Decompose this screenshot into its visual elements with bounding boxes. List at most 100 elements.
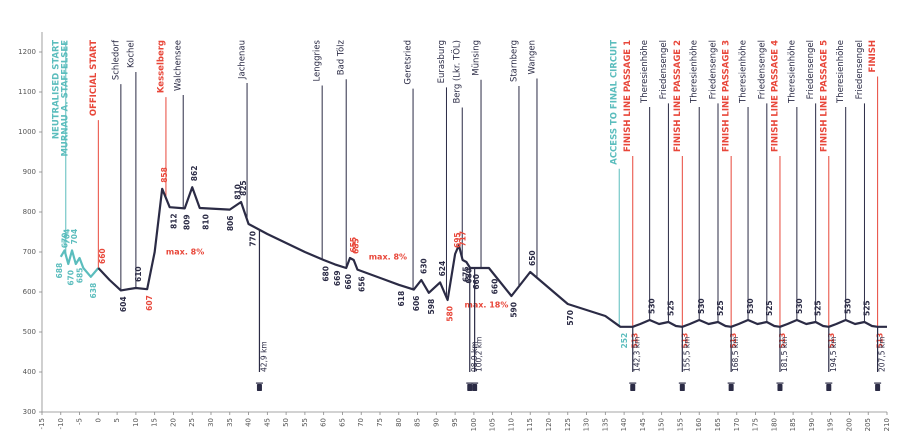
elevation-label: 513 bbox=[778, 333, 787, 349]
place-label: Kochel bbox=[126, 40, 136, 68]
distance-label: 155,5 km bbox=[682, 336, 691, 372]
y-tick-label: 400 bbox=[23, 368, 36, 376]
elevation-label: 810 bbox=[201, 214, 210, 230]
elevation-label: 660 bbox=[472, 274, 481, 290]
x-tick-label: 95 bbox=[451, 418, 459, 427]
elevation-label: 530 bbox=[746, 298, 755, 314]
elevation-label: 570 bbox=[566, 310, 575, 326]
bin-lid bbox=[727, 382, 735, 384]
x-tick-label: 185 bbox=[789, 418, 797, 431]
x-tick-label: 135 bbox=[601, 418, 609, 431]
elevation-label: 685 bbox=[352, 238, 361, 254]
service-icon bbox=[727, 382, 735, 391]
elevation-label: 685 bbox=[75, 268, 84, 284]
x-tick-label: 75 bbox=[376, 418, 384, 427]
x-tick-label: 180 bbox=[770, 418, 778, 431]
place-label: FINISH LINE PASSAGE 4 bbox=[770, 40, 780, 152]
x-tick-label: 210 bbox=[883, 418, 891, 431]
x-tick-label: 170 bbox=[733, 418, 741, 431]
x-tick-label: 105 bbox=[489, 418, 497, 431]
elevation-label: 630 bbox=[419, 258, 428, 274]
service-icon bbox=[874, 382, 882, 391]
place-label: Theresienhöhe bbox=[640, 40, 650, 104]
elevation-label: 638 bbox=[89, 283, 98, 299]
elevation-label: 810 bbox=[233, 184, 242, 200]
service-icon bbox=[678, 382, 686, 391]
elevation-label: 606 bbox=[412, 296, 421, 312]
elevation-label: 513 bbox=[729, 333, 738, 349]
x-tick-label: 110 bbox=[507, 418, 515, 431]
x-tick-label: 155 bbox=[676, 418, 684, 431]
x-tick-label: 190 bbox=[808, 418, 816, 431]
x-tick-label: 195 bbox=[827, 418, 835, 431]
bin-lid bbox=[466, 382, 474, 384]
x-tick-label: 30 bbox=[207, 418, 215, 427]
x-tick-label: -5 bbox=[76, 418, 84, 425]
bin-lid bbox=[874, 382, 882, 384]
profile-line bbox=[97, 186, 887, 328]
elevation-label: 525 bbox=[716, 300, 725, 316]
y-tick-label: 700 bbox=[23, 248, 36, 256]
place-label: Walchensee bbox=[174, 40, 184, 91]
elevation-label: 590 bbox=[509, 302, 518, 318]
y-tick-label: 1100 bbox=[18, 88, 36, 96]
elevation-label: 806 bbox=[226, 216, 235, 232]
x-tick-label: 175 bbox=[752, 418, 760, 431]
place-label: FINISH LINE PASSAGE 1 bbox=[623, 40, 633, 152]
elevation-label: 688 bbox=[55, 263, 64, 279]
x-tick-label: 25 bbox=[188, 418, 196, 427]
elevation-label: 604 bbox=[119, 296, 128, 312]
x-tick-label: 20 bbox=[169, 418, 177, 427]
x-tick-label: 55 bbox=[301, 418, 309, 427]
place-label: Starnberg bbox=[509, 40, 519, 82]
x-tick-label: 145 bbox=[639, 418, 647, 431]
elevation-label: 675 bbox=[461, 266, 470, 282]
place-label: Friedensengel bbox=[757, 40, 767, 99]
place-label: Geretsried bbox=[404, 40, 414, 85]
elevation-label: 530 bbox=[697, 298, 706, 314]
x-tick-label: 60 bbox=[320, 418, 328, 427]
elevation-label: 525 bbox=[814, 300, 823, 316]
y-tick-label: 1000 bbox=[18, 128, 36, 136]
elevation-label: 530 bbox=[648, 298, 657, 314]
x-tick-label: 205 bbox=[864, 418, 872, 431]
elevation-label: 680 bbox=[322, 266, 331, 282]
y-tick-label: 1200 bbox=[18, 48, 36, 56]
elevation-label: 513 bbox=[827, 333, 836, 349]
place-label: Wangen bbox=[527, 40, 537, 74]
elevation-label: 650 bbox=[528, 250, 537, 266]
place-label: Berg (Lkr. TÖL) bbox=[452, 40, 463, 104]
y-tick-label: 600 bbox=[23, 288, 36, 296]
elevation-label: 598 bbox=[427, 299, 436, 315]
elevation-label: 530 bbox=[795, 298, 804, 314]
x-tick-label: 45 bbox=[263, 418, 271, 427]
place-label: Friedensengel bbox=[806, 40, 816, 99]
elevation-label: 618 bbox=[397, 291, 406, 307]
x-tick-label: 10 bbox=[132, 418, 140, 427]
elevation-label: 513 bbox=[680, 333, 689, 349]
x-tick-label: 85 bbox=[414, 418, 422, 427]
elevation-label: 858 bbox=[160, 167, 169, 183]
elevation-label: 530 bbox=[844, 298, 853, 314]
distance-label: 142,3 km bbox=[633, 336, 642, 372]
y-tick-label: 900 bbox=[23, 168, 36, 176]
elevation-label: 812 bbox=[170, 213, 179, 229]
distance-label: 194,5 km bbox=[829, 336, 838, 372]
elevation-label: 670 bbox=[66, 270, 75, 286]
elevation-label: 525 bbox=[862, 300, 871, 316]
place-label: FINISH LINE PASSAGE 2 bbox=[673, 40, 683, 152]
elevation-label: 513 bbox=[631, 333, 640, 349]
place-label: Friedensengel bbox=[855, 40, 865, 99]
elevation-label: 680 bbox=[464, 268, 473, 284]
annotation: max. 18% bbox=[465, 301, 509, 310]
place-label: Theresienhöhe bbox=[836, 40, 846, 104]
elevation-label: 513 bbox=[876, 333, 885, 349]
x-tick-label: 120 bbox=[545, 418, 553, 431]
bin-icon bbox=[875, 384, 881, 391]
bin-lid bbox=[471, 382, 479, 384]
elevation-label: 704 bbox=[63, 229, 72, 245]
x-tick-label: 165 bbox=[714, 418, 722, 431]
elevation-label: 669 bbox=[333, 270, 342, 286]
elevation-label: 825 bbox=[239, 180, 248, 196]
